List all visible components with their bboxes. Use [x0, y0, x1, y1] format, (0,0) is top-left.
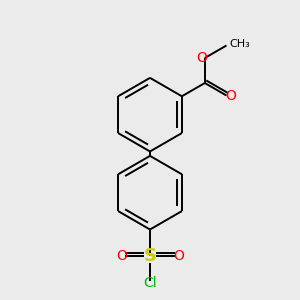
Text: O: O: [116, 249, 127, 263]
Text: Cl: Cl: [143, 276, 157, 290]
Text: O: O: [196, 51, 207, 65]
Text: S: S: [143, 247, 157, 265]
Text: O: O: [173, 249, 184, 263]
Text: O: O: [226, 88, 236, 103]
Text: CH₃: CH₃: [230, 39, 250, 49]
